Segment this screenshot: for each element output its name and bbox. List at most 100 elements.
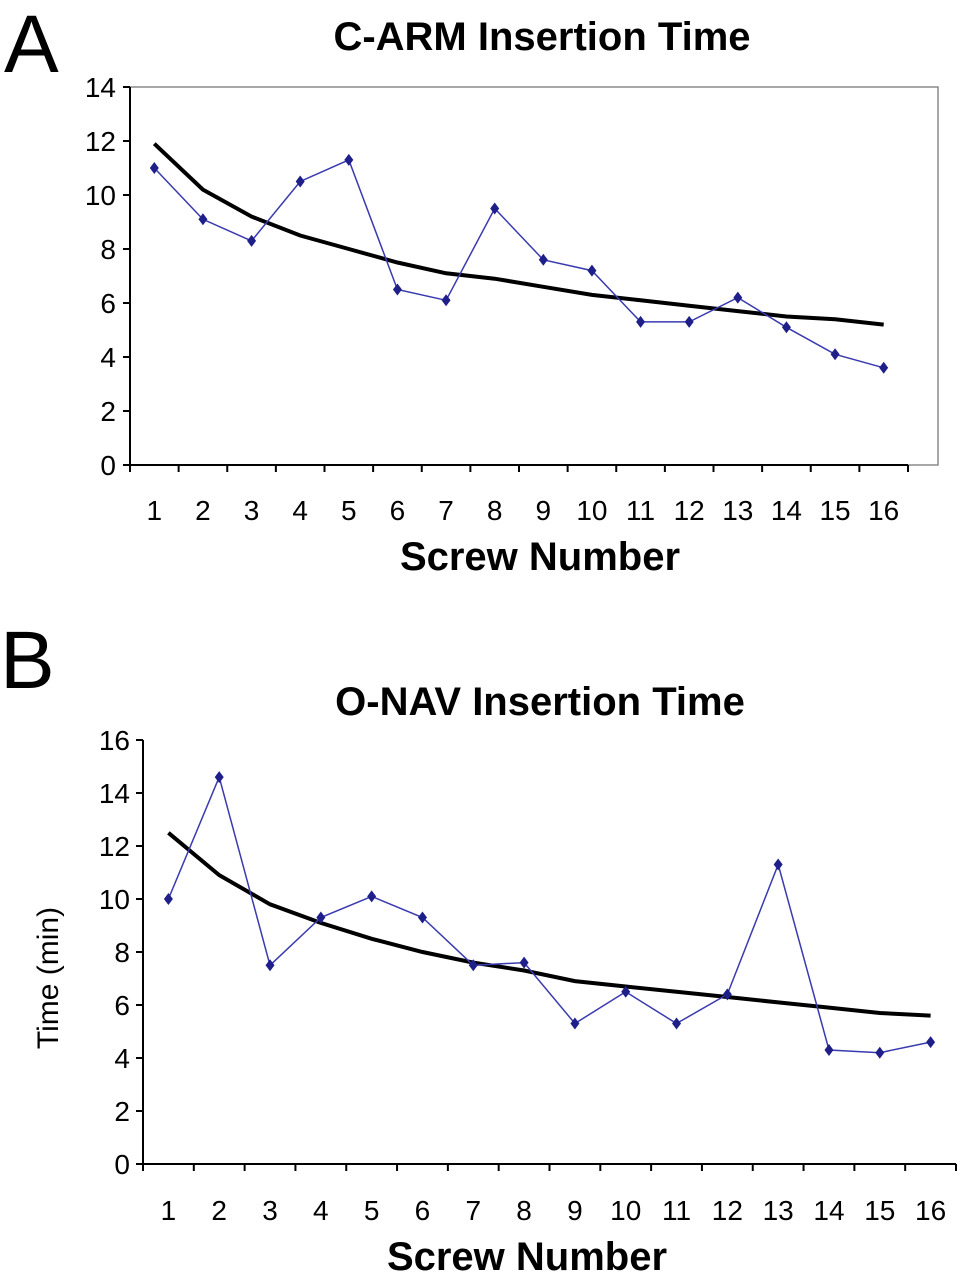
chart-a-y-tick-label: 10 — [85, 180, 116, 211]
chart-b-data-point — [926, 1036, 936, 1049]
chart-b-x-tick-label: 12 — [712, 1195, 743, 1226]
chart-b-data-point — [417, 911, 427, 924]
chart-b-y-tick-label: 14 — [99, 778, 130, 809]
chart-b-y-tick-label: 4 — [114, 1043, 130, 1074]
chart-a-x-tick-label: 14 — [771, 495, 802, 526]
chart-b-data-point — [773, 858, 783, 871]
chart-b-y-tick-label: 6 — [114, 990, 130, 1021]
chart-a-x-tick-label: 11 — [626, 495, 655, 526]
chart-a-data-point — [733, 291, 743, 304]
chart-a-data-point — [781, 321, 791, 334]
chart-a-data-line — [153, 158, 884, 369]
chart-b-title: O-NAV Insertion Time — [335, 680, 745, 724]
chart-a-x-axis-title: Screw Number — [400, 535, 680, 579]
chart-b-x-axis-title: Screw Number — [387, 1235, 667, 1279]
chart-a-x-tick-label: 3 — [244, 495, 260, 526]
chart-b-y-tick-label: 2 — [114, 1096, 130, 1127]
chart-b-x-tick-label: 8 — [516, 1195, 532, 1226]
chart-b-data-point — [875, 1046, 885, 1059]
chart-b-data-point — [824, 1044, 834, 1057]
chart-b-y-tick-label: 10 — [99, 884, 130, 915]
chart-b-data-point — [722, 988, 732, 1001]
chart-a-x-tick-label: 7 — [438, 495, 454, 526]
chart-a-x-tick-label: 10 — [576, 495, 607, 526]
chart-a-y-tick-label: 2 — [100, 396, 116, 427]
chart-a-data-point — [830, 348, 840, 361]
chart-a-data-point — [441, 294, 451, 307]
chart-a-x-ticks: 1 2 3 4 5 6 7 8 9 10 11 12 13 14 15 16 — [129, 465, 909, 526]
chart-a-data-point — [587, 264, 597, 277]
panel-letter-b: B — [0, 615, 55, 706]
chart-b-data-point — [163, 893, 173, 905]
chart-a-x-tick-label: 5 — [341, 495, 357, 526]
chart-a-series — [149, 142, 889, 374]
chart-b-data-point — [621, 985, 631, 998]
chart-a-x-tick-label: 9 — [536, 495, 552, 526]
chart-a-trend-line — [152, 142, 884, 327]
chart-a-x-tick-label: 8 — [487, 495, 503, 526]
chart-b-data-point — [316, 911, 326, 924]
chart-a-title: C-ARM Insertion Time — [333, 15, 750, 59]
chart-b-x-tick-label: 6 — [415, 1195, 431, 1226]
chart-b-y-tick-label: 12 — [99, 831, 130, 862]
chart-b-data-point — [570, 1017, 580, 1030]
chart-a-x-tick-label: 6 — [390, 495, 406, 526]
chart-a-x-tick-label: 15 — [819, 495, 850, 526]
chart-b-x-tick-label: 16 — [915, 1195, 946, 1226]
chart-a-y-tick-label: 6 — [100, 288, 116, 319]
chart-b-x-tick-label: 9 — [567, 1195, 583, 1226]
chart-a-y-tick-label: 12 — [85, 126, 116, 157]
chart-b-data-point — [672, 1017, 682, 1030]
chart-b-x-tick-label: 11 — [662, 1195, 691, 1226]
chart-b-x-tick-label: 5 — [364, 1195, 380, 1226]
chart-b-x-tick-label: 14 — [813, 1195, 844, 1226]
chart-b-y-ticks: 0 2 4 6 8 10 12 14 16 — [99, 725, 143, 1180]
chart-b-x-tick-label: 7 — [465, 1195, 481, 1226]
chart-a-x-tick-label: 4 — [292, 495, 308, 526]
panel-letter-a: A — [4, 0, 59, 90]
chart-b-x-tick-label: 10 — [610, 1195, 641, 1226]
chart-a-y-tick-label: 4 — [100, 342, 116, 373]
chart-a-data-point — [392, 283, 402, 296]
chart-a-data-point — [295, 175, 305, 188]
chart-a-plot-area — [129, 86, 939, 466]
chart-b-x-tick-label: 13 — [763, 1195, 794, 1226]
chart-b-data-point — [367, 890, 377, 903]
chart-a-x-tick-label: 12 — [674, 495, 705, 526]
chart-a-y-tick-label: 8 — [100, 234, 116, 265]
chart-a-data-point — [636, 315, 646, 328]
chart-a-data-point — [149, 162, 159, 174]
chart-b-y-tick-label: 8 — [114, 937, 130, 968]
chart-b-data-point — [468, 959, 478, 972]
chart-b-data-point — [519, 956, 529, 969]
chart-b-x-tick-label: 4 — [313, 1195, 329, 1226]
chart-a-y-tick-label: 0 — [100, 450, 116, 481]
chart-a-x-tick-label: 13 — [722, 495, 753, 526]
chart-b-y-tick-label: 0 — [114, 1149, 130, 1180]
chart-a-data-point — [344, 153, 354, 166]
chart-b-data-point — [214, 771, 224, 784]
chart-a-data-point — [198, 213, 208, 226]
chart-a-x-tick-label: 2 — [195, 495, 211, 526]
chart-b-x-ticks: 1 2 3 4 5 6 7 8 9 10 11 12 13 14 15 16 — [142, 1164, 957, 1226]
chart-b-x-tick-label: 3 — [262, 1195, 278, 1226]
chart-a-data-point — [247, 234, 257, 247]
chart-a-data-point — [490, 202, 500, 215]
chart-b-y-axis-title: Time (min) — [32, 907, 65, 1049]
chart-b-data-point — [265, 959, 275, 972]
chart-b-trend-line — [167, 831, 931, 1018]
chart-b-data-line — [167, 774, 931, 1054]
chart-b-x-tick-label: 15 — [864, 1195, 895, 1226]
chart-b-y-tick-label: 16 — [99, 725, 130, 756]
chart-a-data-point — [684, 315, 694, 328]
chart-a-y-tick-label: 14 — [85, 72, 116, 103]
chart-a-data-point — [538, 253, 548, 266]
chart-b-x-tick-label: 1 — [161, 1195, 177, 1226]
chart-b-x-tick-label: 2 — [211, 1195, 227, 1226]
chart-a-x-tick-label: 1 — [147, 495, 163, 526]
chart-b-series — [163, 771, 936, 1059]
chart-a-x-tick-label: 16 — [868, 495, 899, 526]
